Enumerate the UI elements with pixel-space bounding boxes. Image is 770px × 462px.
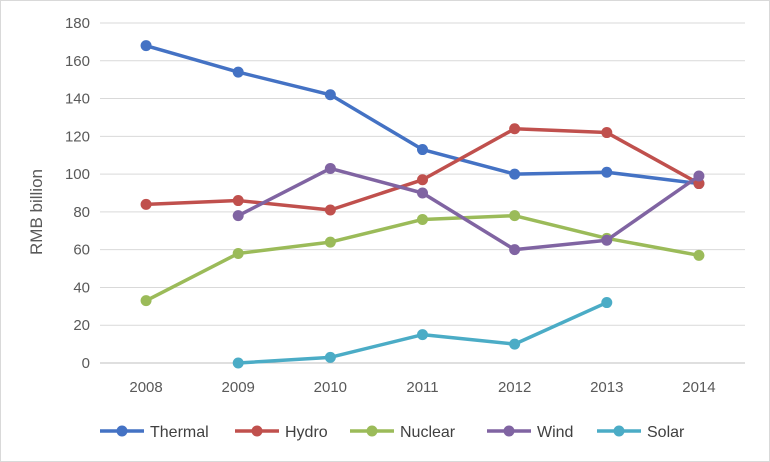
series-solar	[232, 297, 613, 369]
hydro-point	[417, 174, 428, 186]
x-tick-label: 2013	[590, 379, 623, 396]
x-tick-label: 2009	[222, 379, 255, 396]
legend-marker-solar	[613, 425, 625, 437]
thermal-point	[232, 66, 244, 78]
wind-point	[693, 170, 705, 182]
hydro-point	[232, 195, 244, 207]
wind-point	[324, 162, 336, 174]
legend-item-nuclear: Nuclear	[350, 424, 456, 441]
legend-marker-thermal	[116, 425, 128, 437]
hydro-point	[693, 178, 705, 190]
y-tick-label: 140	[65, 91, 90, 108]
nuclear-point	[693, 249, 705, 261]
x-tick-label: 2008	[129, 379, 162, 396]
hydro-point	[601, 127, 613, 139]
legend-label-wind: Wind	[537, 424, 573, 441]
x-tick-label: 2012	[498, 379, 531, 396]
hydro-point	[509, 123, 521, 135]
legend-marker-hydro	[251, 425, 263, 437]
series-hydro	[140, 123, 705, 216]
legend-marker-nuclear	[366, 425, 378, 437]
thermal-line	[145, 43, 700, 186]
legend-item-wind: Wind	[487, 424, 573, 441]
y-tick-label: 120	[65, 128, 90, 145]
solar-point	[509, 338, 521, 350]
solar-point	[324, 351, 336, 363]
wind-point	[509, 244, 521, 256]
solar-point	[232, 357, 244, 369]
y-tick-label: 20	[73, 317, 90, 334]
legend-marker-wind	[503, 425, 515, 437]
y-tick-label: 160	[65, 53, 90, 70]
series-wind	[232, 162, 705, 256]
wind-point	[601, 234, 613, 246]
series-nuclear	[140, 210, 705, 307]
y-tick-label: 0	[82, 355, 90, 372]
series-thermal	[140, 40, 705, 190]
legend-item-solar: Solar	[597, 424, 685, 441]
hydro-point	[324, 204, 336, 216]
x-tick-label: 2010	[314, 379, 347, 396]
legend-label-hydro: Hydro	[285, 424, 328, 441]
x-axis-ticks: 2008 2009 2010 2011 2012 2013 2014	[129, 379, 715, 396]
hydro-point	[140, 198, 152, 210]
y-tick-label: 180	[65, 15, 90, 32]
wind-line	[237, 166, 700, 252]
thermal-point	[417, 144, 428, 156]
nuclear-point	[324, 236, 336, 248]
nuclear-point	[232, 247, 244, 259]
nuclear-point	[140, 295, 152, 307]
legend-label-solar: Solar	[647, 424, 685, 441]
solar-point	[417, 329, 428, 341]
thermal-point	[509, 168, 521, 180]
legend-item-thermal: Thermal	[100, 424, 209, 441]
y-tick-label: 60	[73, 242, 90, 259]
thermal-point	[140, 40, 152, 52]
y-tick-label: 40	[73, 279, 90, 296]
legend: Thermal Hydro Nuclear Wind Solar	[100, 424, 685, 441]
legend-label-thermal: Thermal	[150, 424, 209, 441]
nuclear-point	[509, 210, 521, 222]
x-tick-label: 2014	[682, 379, 715, 396]
y-axis-ticks: 0 20 40 60 80 100 120 140 160 180	[65, 15, 90, 372]
y-axis-title: RMB billion	[27, 169, 46, 255]
gridlines	[100, 22, 745, 364]
nuclear-point	[417, 213, 428, 225]
y-tick-label: 100	[65, 166, 90, 183]
legend-label-nuclear: Nuclear	[400, 424, 456, 441]
thermal-point	[601, 166, 613, 178]
solar-point	[601, 297, 613, 309]
series-group	[140, 40, 705, 369]
wind-point	[417, 187, 428, 199]
thermal-point	[324, 89, 336, 101]
legend-item-hydro: Hydro	[235, 424, 328, 441]
y-tick-label: 80	[73, 204, 90, 221]
x-tick-label: 2011	[406, 379, 438, 396]
wind-point	[232, 210, 244, 222]
